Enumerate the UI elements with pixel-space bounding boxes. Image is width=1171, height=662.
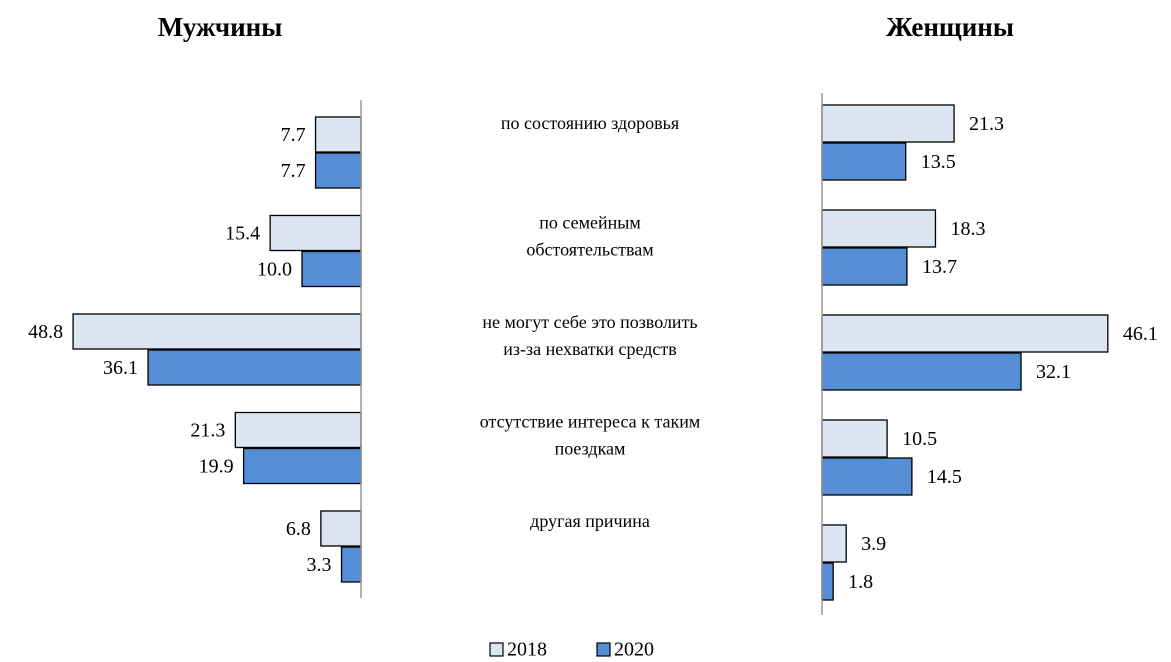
bar (821, 314, 1109, 353)
bar (821, 419, 888, 458)
bar (269, 214, 362, 252)
bar (234, 411, 362, 449)
value-label: 13.7 (922, 256, 957, 278)
category-label: отсутствие интереса к таким поездкам (480, 412, 701, 459)
bar (821, 247, 908, 286)
value-label: 32.1 (1036, 361, 1071, 383)
bar (242, 447, 362, 485)
panel-title: Мужчины (158, 12, 283, 42)
bar (301, 250, 362, 288)
legend-label: 2018 (507, 639, 547, 661)
category-label: не могут себе это позволить из-за нехватк… (482, 312, 697, 359)
bar (72, 313, 362, 350)
value-label: 10.0 (257, 259, 292, 281)
bar (821, 524, 847, 563)
value-label: 21.3 (190, 420, 225, 442)
value-label: 3.9 (861, 533, 886, 555)
bar (320, 510, 362, 547)
bar (340, 546, 362, 583)
bar (314, 116, 362, 153)
value-label: 10.5 (902, 428, 937, 450)
value-label: 15.4 (225, 223, 260, 245)
panel-title: Женщины (886, 12, 1014, 42)
value-label: 14.5 (927, 466, 962, 488)
value-label: 7.7 (281, 124, 306, 146)
legend-swatch (489, 642, 504, 657)
bar (147, 349, 362, 386)
category-label: по состоянию здоровья (501, 113, 679, 133)
bar (821, 209, 937, 248)
value-label: 46.1 (1123, 323, 1158, 345)
category-label: по семейным обстоятельствам (526, 213, 653, 260)
value-label: 1.8 (848, 571, 873, 593)
value-label: 18.3 (950, 218, 985, 240)
value-label: 36.1 (103, 357, 138, 379)
value-label: 48.8 (28, 321, 63, 343)
value-label: 3.3 (307, 554, 332, 576)
bar (821, 562, 834, 601)
bar (314, 152, 362, 189)
value-label: 13.5 (921, 151, 956, 173)
bar (821, 104, 955, 143)
bar (821, 142, 907, 181)
bar (821, 457, 913, 496)
value-label: 19.9 (199, 456, 234, 478)
bar (821, 352, 1022, 391)
value-label: 7.7 (281, 160, 306, 182)
category-label: другая причина (530, 511, 650, 531)
legend-label: 2020 (614, 639, 654, 661)
value-label: 6.8 (286, 518, 311, 540)
value-label: 21.3 (969, 113, 1004, 135)
legend-swatch (596, 642, 611, 657)
